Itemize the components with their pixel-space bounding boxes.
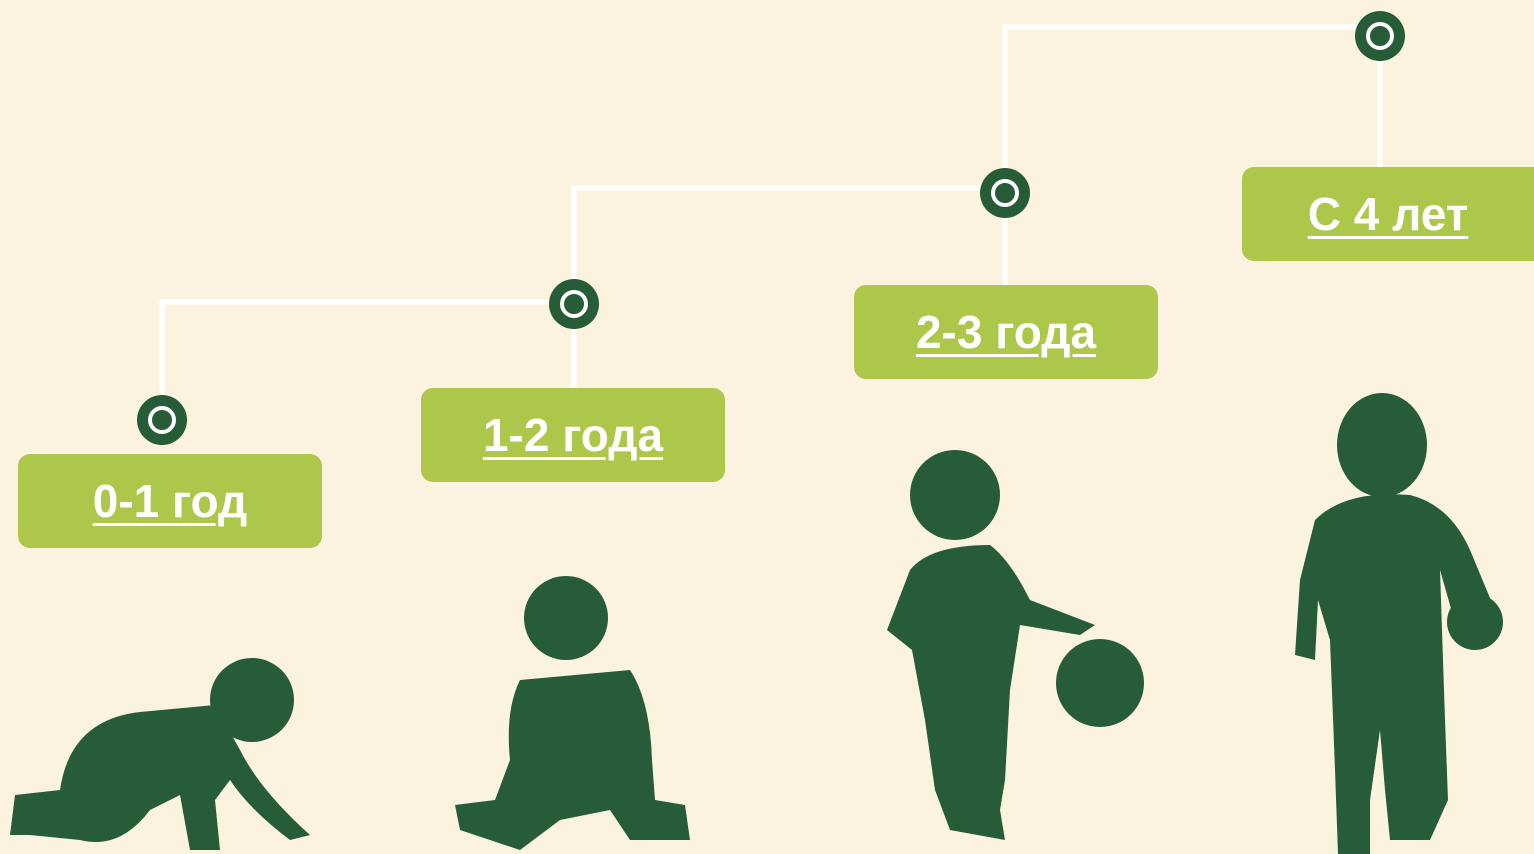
marker: [137, 395, 187, 445]
toddler-with-ball: [887, 450, 1144, 840]
page: 0-1 год 1-2 года 2-3 года С 4 лет (() =>…: [0, 0, 1534, 854]
stage-link[interactable]: 1-2 года: [483, 408, 663, 462]
timeline: [0, 0, 1534, 854]
child: [1295, 393, 1503, 854]
sitting-baby: [455, 576, 690, 850]
marker: [980, 168, 1030, 218]
stage-box: 2-3 года: [854, 285, 1158, 379]
marker: [549, 279, 599, 329]
connectors: [162, 27, 1380, 420]
stage-link[interactable]: 2-3 года: [916, 305, 1096, 359]
stage-box: С 4 лет: [1242, 167, 1534, 261]
stage-box: 0-1 год: [18, 454, 322, 548]
stage-box: 1-2 года: [421, 388, 725, 482]
stage-link[interactable]: 0-1 год: [93, 474, 248, 528]
crawling-baby: [10, 658, 310, 850]
markers: [137, 11, 1405, 445]
marker: [1355, 11, 1405, 61]
stage-link[interactable]: С 4 лет: [1308, 187, 1468, 241]
